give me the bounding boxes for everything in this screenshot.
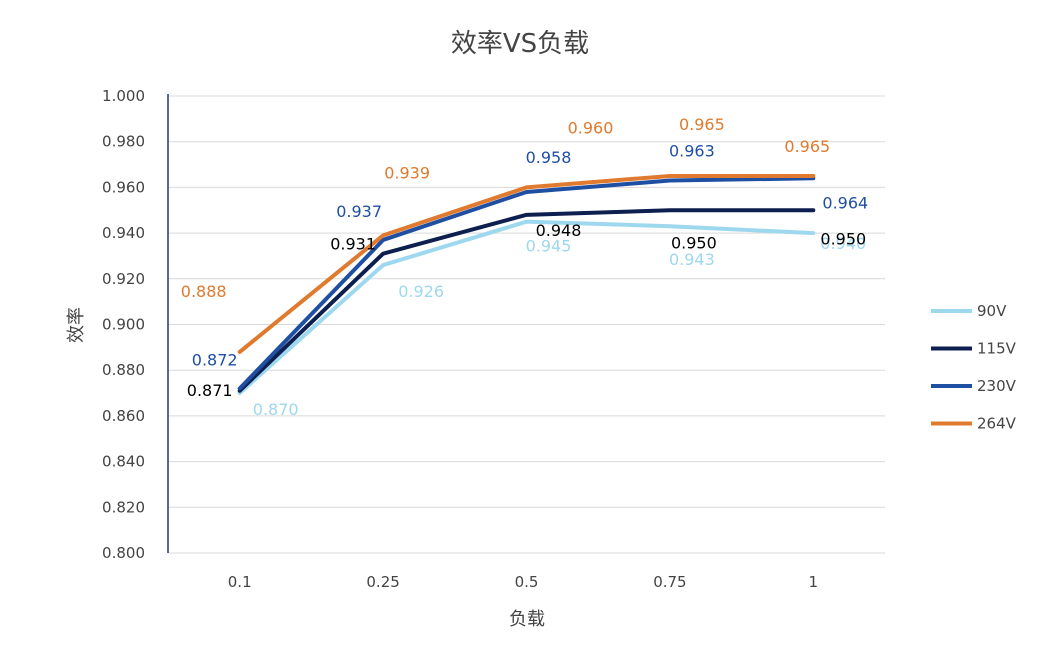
data-label: 0.872: [192, 350, 238, 369]
x-tick-label: 0.25: [366, 573, 399, 591]
data-label: 0.888: [181, 282, 227, 301]
x-tick-label: 0.75: [653, 573, 686, 591]
x-axis-label: 负载: [509, 609, 545, 630]
y-tick-label: 0.940: [102, 224, 145, 242]
legend-label: 264V: [977, 415, 1017, 433]
series-line-90V: [237, 219, 816, 396]
data-label: 0.871: [187, 381, 233, 400]
data-label: 0.950: [820, 229, 866, 248]
data-label: 0.950: [671, 233, 717, 252]
y-tick-label: 0.820: [102, 498, 145, 516]
data-label: 0.965: [784, 137, 830, 156]
data-label: 0.960: [568, 118, 614, 137]
data-label: 0.931: [330, 235, 376, 254]
data-labels: 0.870 0.926 0.945 0.943 0.940 0.871 0.931 0.948…: [181, 115, 868, 419]
y-tick-label: 0.920: [102, 270, 145, 288]
y-tick-label: 0.880: [102, 361, 145, 379]
y-tick-label: 0.860: [102, 407, 145, 425]
y-axis-ticks: 0.800 0.820 0.840 0.860 0.880 0.900 0.920 0.940…: [102, 87, 145, 562]
y-tick-label: 1.000: [102, 87, 145, 105]
x-axis-ticks: 0.1 0.25 0.5 0.75 1: [228, 573, 818, 591]
y-tick-label: 0.900: [102, 316, 145, 334]
y-axis-label: 效率: [66, 307, 87, 343]
series-line-115V: [237, 208, 816, 393]
data-label: 0.964: [822, 193, 868, 212]
data-label: 0.870: [253, 400, 299, 419]
data-label: 0.963: [669, 142, 715, 161]
x-tick-label: 0.1: [228, 573, 252, 591]
data-label: 0.943: [669, 250, 715, 269]
data-label: 0.937: [336, 202, 382, 221]
series-lines: [237, 173, 816, 396]
data-label: 0.945: [526, 237, 572, 256]
y-tick-label: 0.840: [102, 453, 145, 471]
y-tick-label: 0.980: [102, 133, 145, 151]
x-tick-label: 1: [809, 573, 819, 591]
x-tick-label: 0.5: [515, 573, 539, 591]
legend-label: 115V: [977, 340, 1017, 358]
y-tick-label: 0.800: [102, 544, 145, 562]
legend: 90V 115V 230V 264V: [931, 302, 1017, 433]
legend-label: 90V: [977, 302, 1007, 320]
data-label: 0.948: [536, 221, 582, 240]
data-label: 0.926: [398, 282, 444, 301]
data-label: 0.965: [679, 115, 725, 134]
series-line-230V: [237, 176, 816, 391]
data-label: 0.958: [526, 148, 572, 167]
data-label: 0.940: [820, 234, 866, 253]
data-label: 0.939: [384, 163, 430, 182]
y-tick-label: 0.960: [102, 178, 145, 196]
legend-label: 230V: [977, 377, 1017, 395]
series-line-264V: [237, 173, 816, 354]
chart-title: 效率VS负载: [451, 29, 589, 59]
